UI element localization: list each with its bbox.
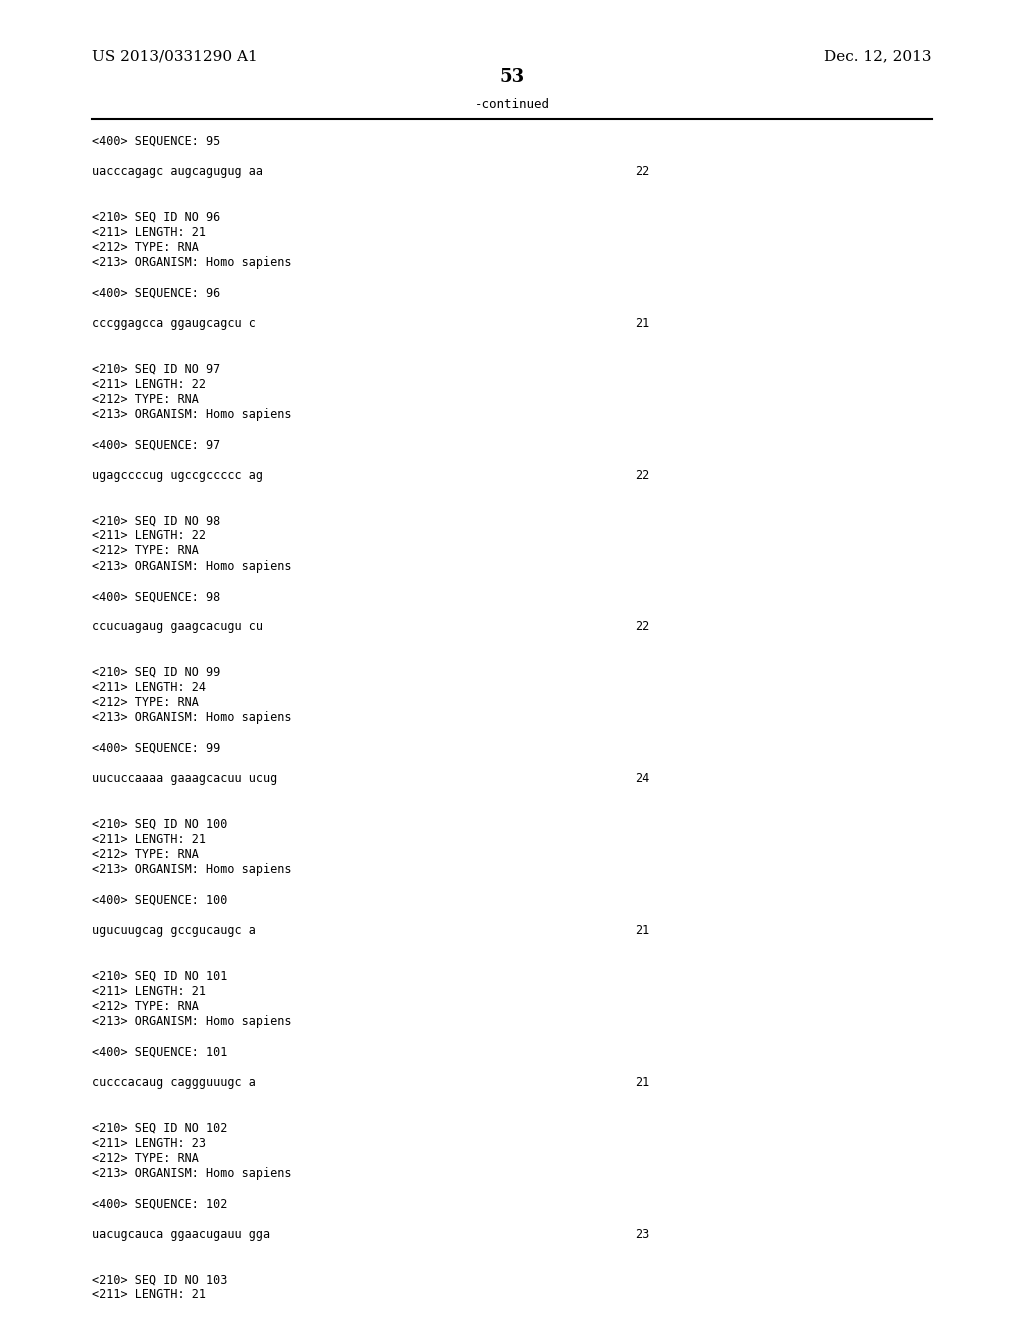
Text: <210> SEQ ID NO 99: <210> SEQ ID NO 99 bbox=[92, 665, 220, 678]
Text: 21: 21 bbox=[635, 317, 649, 330]
Text: uacugcauca ggaacugauu gga: uacugcauca ggaacugauu gga bbox=[92, 1228, 270, 1241]
Text: 22: 22 bbox=[635, 620, 649, 634]
Text: <400> SEQUENCE: 102: <400> SEQUENCE: 102 bbox=[92, 1197, 227, 1210]
Text: <212> TYPE: RNA: <212> TYPE: RNA bbox=[92, 240, 199, 253]
Text: 23: 23 bbox=[635, 1228, 649, 1241]
Text: US 2013/0331290 A1: US 2013/0331290 A1 bbox=[92, 49, 258, 63]
Text: <400> SEQUENCE: 98: <400> SEQUENCE: 98 bbox=[92, 590, 220, 603]
Text: ugagccccug ugccgccccc ag: ugagccccug ugccgccccc ag bbox=[92, 469, 263, 482]
Text: 21: 21 bbox=[635, 924, 649, 937]
Text: <211> LENGTH: 21: <211> LENGTH: 21 bbox=[92, 226, 206, 239]
Text: <212> TYPE: RNA: <212> TYPE: RNA bbox=[92, 847, 199, 861]
Text: 24: 24 bbox=[635, 772, 649, 785]
Text: <212> TYPE: RNA: <212> TYPE: RNA bbox=[92, 696, 199, 709]
Text: ccucuagaug gaagcacugu cu: ccucuagaug gaagcacugu cu bbox=[92, 620, 263, 634]
Text: <213> ORGANISM: Homo sapiens: <213> ORGANISM: Homo sapiens bbox=[92, 711, 292, 725]
Text: <213> ORGANISM: Homo sapiens: <213> ORGANISM: Homo sapiens bbox=[92, 408, 292, 421]
Text: ugucuugcag gccgucaugc a: ugucuugcag gccgucaugc a bbox=[92, 924, 256, 937]
Text: <211> LENGTH: 23: <211> LENGTH: 23 bbox=[92, 1137, 206, 1150]
Text: <213> ORGANISM: Homo sapiens: <213> ORGANISM: Homo sapiens bbox=[92, 1167, 292, 1180]
Text: Dec. 12, 2013: Dec. 12, 2013 bbox=[824, 49, 932, 63]
Text: <400> SEQUENCE: 97: <400> SEQUENCE: 97 bbox=[92, 438, 220, 451]
Text: <213> ORGANISM: Homo sapiens: <213> ORGANISM: Homo sapiens bbox=[92, 863, 292, 876]
Text: <210> SEQ ID NO 101: <210> SEQ ID NO 101 bbox=[92, 969, 227, 982]
Text: <213> ORGANISM: Homo sapiens: <213> ORGANISM: Homo sapiens bbox=[92, 560, 292, 573]
Text: uacccagagc augcagugug aa: uacccagagc augcagugug aa bbox=[92, 165, 263, 178]
Text: <212> TYPE: RNA: <212> TYPE: RNA bbox=[92, 999, 199, 1012]
Text: <211> LENGTH: 21: <211> LENGTH: 21 bbox=[92, 833, 206, 846]
Text: <213> ORGANISM: Homo sapiens: <213> ORGANISM: Homo sapiens bbox=[92, 256, 292, 269]
Text: 22: 22 bbox=[635, 165, 649, 178]
Text: -continued: -continued bbox=[474, 98, 550, 111]
Text: 22: 22 bbox=[635, 469, 649, 482]
Text: <210> SEQ ID NO 96: <210> SEQ ID NO 96 bbox=[92, 210, 220, 223]
Text: cccggagcca ggaugcagcu c: cccggagcca ggaugcagcu c bbox=[92, 317, 256, 330]
Text: <211> LENGTH: 24: <211> LENGTH: 24 bbox=[92, 681, 206, 694]
Text: 53: 53 bbox=[500, 67, 524, 86]
Text: <212> TYPE: RNA: <212> TYPE: RNA bbox=[92, 392, 199, 405]
Text: <400> SEQUENCE: 96: <400> SEQUENCE: 96 bbox=[92, 286, 220, 300]
Text: <211> LENGTH: 21: <211> LENGTH: 21 bbox=[92, 985, 206, 998]
Text: <210> SEQ ID NO 100: <210> SEQ ID NO 100 bbox=[92, 817, 227, 830]
Text: 21: 21 bbox=[635, 1076, 649, 1089]
Text: <400> SEQUENCE: 100: <400> SEQUENCE: 100 bbox=[92, 894, 227, 907]
Text: <212> TYPE: RNA: <212> TYPE: RNA bbox=[92, 1151, 199, 1164]
Text: <210> SEQ ID NO 98: <210> SEQ ID NO 98 bbox=[92, 513, 220, 527]
Text: uucuccaaaa gaaagcacuu ucug: uucuccaaaa gaaagcacuu ucug bbox=[92, 772, 278, 785]
Text: cucccacaug caggguuugc a: cucccacaug caggguuugc a bbox=[92, 1076, 256, 1089]
Text: <212> TYPE: RNA: <212> TYPE: RNA bbox=[92, 544, 199, 557]
Text: <211> LENGTH: 22: <211> LENGTH: 22 bbox=[92, 378, 206, 391]
Text: <211> LENGTH: 21: <211> LENGTH: 21 bbox=[92, 1288, 206, 1302]
Text: <213> ORGANISM: Homo sapiens: <213> ORGANISM: Homo sapiens bbox=[92, 1015, 292, 1028]
Text: <210> SEQ ID NO 103: <210> SEQ ID NO 103 bbox=[92, 1272, 227, 1286]
Text: <400> SEQUENCE: 95: <400> SEQUENCE: 95 bbox=[92, 135, 220, 148]
Text: <210> SEQ ID NO 102: <210> SEQ ID NO 102 bbox=[92, 1121, 227, 1134]
Text: <210> SEQ ID NO 97: <210> SEQ ID NO 97 bbox=[92, 362, 220, 375]
Text: <400> SEQUENCE: 99: <400> SEQUENCE: 99 bbox=[92, 742, 220, 755]
Text: <211> LENGTH: 22: <211> LENGTH: 22 bbox=[92, 529, 206, 543]
Text: <400> SEQUENCE: 101: <400> SEQUENCE: 101 bbox=[92, 1045, 227, 1059]
